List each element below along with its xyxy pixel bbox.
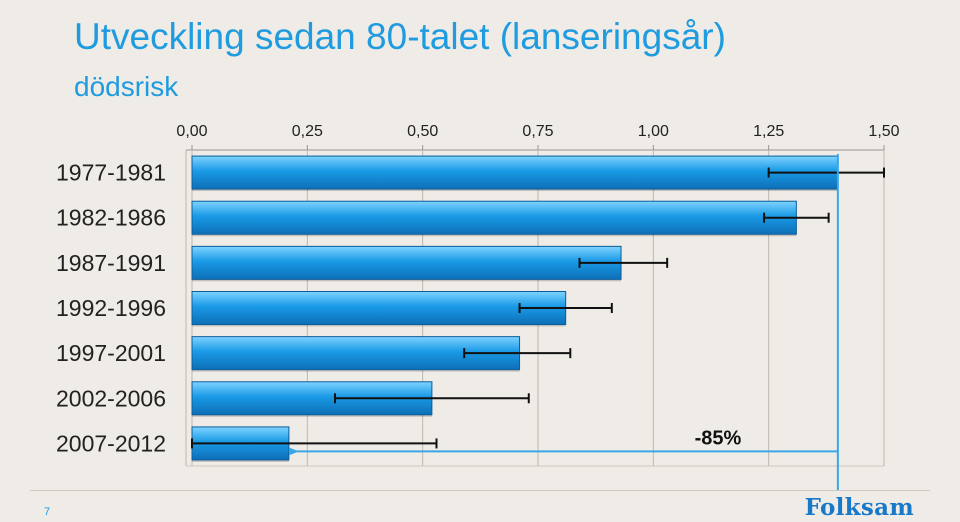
category-label: 1987-1991: [56, 250, 166, 276]
category-label: 1982-1986: [56, 205, 166, 231]
x-tick-label: 1,25: [753, 123, 784, 140]
x-tick-label: 0,25: [292, 123, 323, 140]
reduction-label: -85%: [695, 427, 742, 449]
chart-title: Utveckling sedan 80-talet (lanseringsår): [74, 16, 726, 57]
bar: [191, 200, 797, 235]
folksam-logo: Folksam: [804, 494, 914, 521]
bar: [191, 245, 622, 280]
category-label: 2002-2006: [56, 385, 166, 411]
category-label: 1977-1981: [56, 160, 166, 186]
category-label: 1997-2001: [56, 340, 166, 366]
footer-divider: [30, 490, 930, 491]
x-tick-label: 0,00: [176, 123, 207, 140]
x-tick-label: 0,75: [522, 123, 553, 140]
bar: [191, 155, 839, 190]
category-label: 2007-2012: [56, 430, 166, 456]
x-tick-label: 1,50: [868, 123, 899, 140]
page-number: 7: [44, 506, 51, 518]
chart-subtitle: dödsrisk: [74, 71, 179, 102]
bar: [191, 291, 567, 325]
x-tick-label: 1,00: [638, 123, 669, 140]
x-tick-label: 0,50: [407, 123, 438, 140]
category-label: 1992-1996: [56, 295, 166, 321]
